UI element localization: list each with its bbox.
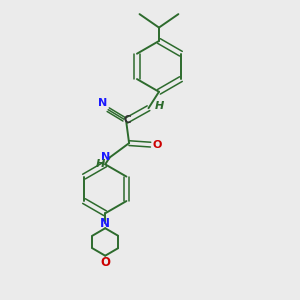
Text: H: H xyxy=(95,159,105,169)
Text: N: N xyxy=(101,152,110,162)
Text: O: O xyxy=(152,140,162,150)
Text: C: C xyxy=(123,115,131,125)
Text: H: H xyxy=(155,101,164,111)
Text: N: N xyxy=(98,98,108,108)
Text: O: O xyxy=(100,256,110,269)
Text: N: N xyxy=(100,217,110,230)
